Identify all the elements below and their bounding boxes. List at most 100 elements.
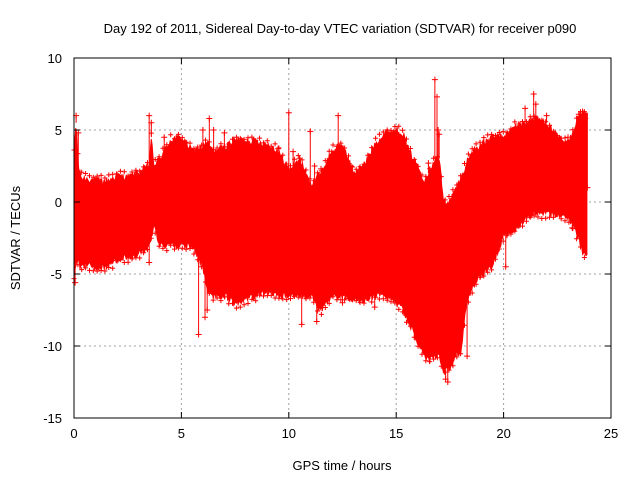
- edge-mark: [187, 140, 193, 146]
- edge-mark: [365, 296, 371, 302]
- edge-mark: [489, 131, 495, 137]
- edge-mark: [570, 127, 576, 133]
- edge-mark: [179, 245, 185, 251]
- edge-mark: [469, 146, 475, 152]
- edge-mark: [500, 238, 506, 244]
- edge-mark: [191, 146, 197, 152]
- edge-mark: [485, 269, 491, 275]
- edge-mark: [342, 145, 348, 151]
- outlier-point: [575, 111, 582, 118]
- edge-mark: [462, 322, 467, 328]
- edge-mark: [504, 129, 510, 135]
- edge-mark: [388, 127, 394, 133]
- plot-frame: [73, 57, 612, 419]
- edge-mark: [423, 174, 429, 180]
- edge-mark: [481, 273, 487, 279]
- edge-mark: [361, 300, 367, 306]
- outlier-point: [444, 379, 451, 385]
- edge-mark: [179, 135, 185, 141]
- edge-mark: [75, 262, 81, 268]
- edge-mark: [574, 236, 580, 242]
- edge-mark: [346, 295, 351, 301]
- outlier-point: [530, 91, 537, 97]
- edge-mark: [462, 161, 467, 166]
- edge-mark: [500, 129, 506, 135]
- edge-mark: [353, 298, 359, 304]
- edge-mark: [562, 218, 568, 224]
- edge-mark: [257, 292, 263, 298]
- edge-mark: [253, 298, 259, 304]
- edge-mark: [187, 246, 193, 251]
- edge-mark: [431, 356, 437, 362]
- edge-mark: [554, 133, 560, 139]
- edge-mark: [156, 154, 162, 160]
- edge-mark: [481, 135, 487, 141]
- edge-mark: [114, 171, 119, 177]
- edge-mark: [237, 304, 243, 310]
- edge-mark: [299, 157, 305, 163]
- edge-mark: [249, 134, 255, 140]
- edge-mark: [550, 129, 556, 135]
- edge-mark: [407, 323, 413, 329]
- edge-mark: [450, 363, 456, 369]
- edge-mark: [361, 161, 367, 167]
- outlier-point: [285, 109, 292, 116]
- outlier-point: [434, 93, 440, 100]
- outlier-point: [204, 307, 211, 313]
- outlier-point: [298, 321, 305, 328]
- edge-mark: [268, 143, 274, 149]
- x-tick-label: 15: [389, 426, 403, 441]
- edge-mark: [218, 141, 224, 147]
- outlier-point: [532, 101, 539, 108]
- edge-mark: [315, 308, 321, 314]
- edge-mark: [477, 139, 483, 145]
- edge-mark: [245, 301, 251, 306]
- edge-mark: [438, 174, 444, 180]
- edge-mark: [539, 117, 545, 123]
- data-band: [73, 107, 588, 376]
- edge-mark: [268, 292, 274, 298]
- outlier-point: [146, 259, 153, 266]
- y-tick-label: -5: [50, 267, 62, 282]
- edge-mark: [214, 295, 220, 301]
- outlier-point: [75, 129, 82, 136]
- edge-mark: [535, 116, 541, 122]
- edge-mark: [574, 115, 580, 121]
- edge-mark: [477, 274, 483, 280]
- edge-mark: [369, 299, 375, 305]
- outlier-point: [195, 331, 202, 338]
- edge-mark: [407, 146, 413, 151]
- outlier-point: [206, 115, 213, 122]
- edge-mark: [210, 297, 216, 303]
- edge-mark: [291, 293, 297, 299]
- edge-mark: [156, 243, 162, 249]
- edge-mark: [415, 163, 421, 169]
- edge-mark: [199, 264, 205, 270]
- edge-mark: [129, 169, 135, 175]
- edge-mark: [307, 295, 313, 301]
- outlier-point: [318, 165, 324, 172]
- edge-mark: [137, 168, 143, 174]
- edge-mark: [125, 259, 131, 265]
- edge-mark: [380, 296, 386, 302]
- edge-mark: [384, 297, 390, 303]
- edge-mark: [415, 343, 421, 349]
- edge-mark: [137, 255, 143, 261]
- y-axis-label: SDTVAR / TECUs: [8, 185, 23, 290]
- edge-mark: [512, 228, 518, 234]
- outlier-point: [511, 132, 518, 139]
- plot-area: [71, 76, 591, 385]
- x-tick-label: 10: [282, 426, 296, 441]
- edge-mark: [241, 302, 247, 308]
- edge-mark: [404, 136, 409, 142]
- edge-mark: [469, 290, 475, 296]
- edge-mark: [191, 251, 197, 257]
- outlier-point: [543, 112, 550, 119]
- outlier-point: [479, 147, 486, 154]
- edge-mark: [442, 197, 448, 203]
- edge-mark: [164, 142, 170, 148]
- edge-mark: [102, 268, 108, 274]
- outlier-point: [221, 129, 228, 136]
- edge-mark: [554, 212, 560, 218]
